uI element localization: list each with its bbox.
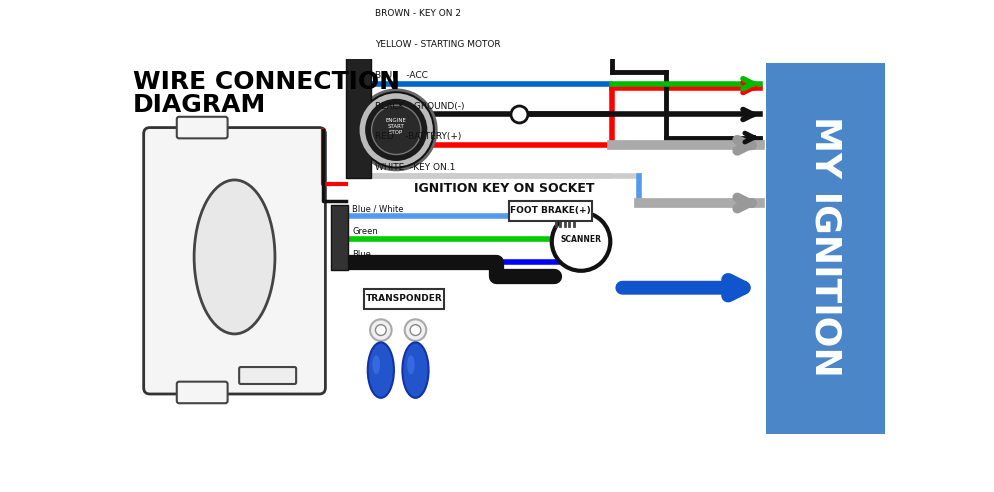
Text: DIAGRAM: DIAGRAM <box>133 93 266 117</box>
Ellipse shape <box>403 342 428 398</box>
FancyBboxPatch shape <box>364 288 444 308</box>
Circle shape <box>511 106 528 123</box>
Bar <box>765 63 886 434</box>
Bar <box>346 8 371 178</box>
Circle shape <box>552 212 610 271</box>
Text: BROWN - KEY ON 2: BROWN - KEY ON 2 <box>376 9 461 18</box>
Text: Blue / White: Blue / White <box>352 204 404 213</box>
Ellipse shape <box>407 355 414 374</box>
Text: RED    -BATTERY(+): RED -BATTERY(+) <box>376 132 462 141</box>
Text: MY IGNITION: MY IGNITION <box>808 117 842 377</box>
Ellipse shape <box>368 342 394 398</box>
Text: FOOT BRAKE(+): FOOT BRAKE(+) <box>510 206 590 215</box>
FancyBboxPatch shape <box>509 201 591 221</box>
Circle shape <box>411 325 420 336</box>
FancyBboxPatch shape <box>177 117 228 138</box>
Circle shape <box>356 90 436 170</box>
Bar <box>331 205 348 270</box>
FancyBboxPatch shape <box>240 367 296 384</box>
Text: Blue: Blue <box>352 250 371 259</box>
Circle shape <box>363 96 430 164</box>
Circle shape <box>405 319 426 341</box>
Circle shape <box>372 105 420 154</box>
Ellipse shape <box>373 355 380 374</box>
Text: TRANSPONDER: TRANSPONDER <box>366 294 442 303</box>
FancyBboxPatch shape <box>144 127 325 394</box>
Text: BLACK  -GROUND(-): BLACK -GROUND(-) <box>376 102 465 111</box>
Text: WHITE  -KEY ON.1: WHITE -KEY ON.1 <box>376 163 456 172</box>
Circle shape <box>370 319 392 341</box>
FancyBboxPatch shape <box>177 382 228 403</box>
Text: WIRE CONNECTION: WIRE CONNECTION <box>133 70 400 94</box>
Circle shape <box>376 325 387 336</box>
Text: YELLOW - STARTING MOTOR: YELLOW - STARTING MOTOR <box>376 40 501 49</box>
Text: Green: Green <box>352 227 378 236</box>
Ellipse shape <box>194 180 275 334</box>
Text: IGNITION KEY ON SOCKET: IGNITION KEY ON SOCKET <box>414 183 594 195</box>
Text: ENGINE
START
STOP: ENGINE START STOP <box>386 118 407 135</box>
Text: SCANNER: SCANNER <box>561 235 601 244</box>
Text: BLUE   -ACC: BLUE -ACC <box>376 71 428 80</box>
